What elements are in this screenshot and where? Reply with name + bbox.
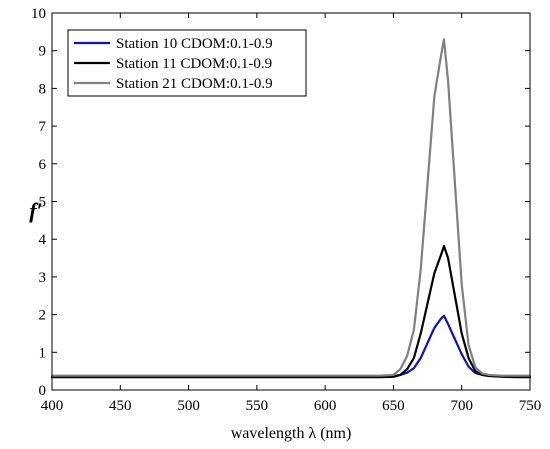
series-line-3 <box>50 38 532 377</box>
x-tick-label: 750 <box>519 398 542 414</box>
x-tick-label: 650 <box>382 398 405 414</box>
x-tick-label: 700 <box>450 398 473 414</box>
y-axis-label: f′ <box>29 198 43 223</box>
y-tick-label: 5 <box>39 195 47 211</box>
y-tick-label: 0 <box>39 383 47 399</box>
y-tick-label: 7 <box>39 119 47 135</box>
legend-label-2: Station 11 CDOM:0.1-0.9 <box>116 56 272 72</box>
y-tick-label: 8 <box>39 81 47 97</box>
y-tick-label: 3 <box>39 270 47 286</box>
y-tick-label: 1 <box>39 345 47 361</box>
x-tick-label: 550 <box>246 398 269 414</box>
x-tick-label: 600 <box>314 398 337 414</box>
legend-label-3: Station 21 CDOM:0.1-0.9 <box>116 76 273 92</box>
y-tick-label: 4 <box>39 232 47 248</box>
series-line-1 <box>50 314 532 378</box>
y-tick-label: 6 <box>39 157 47 173</box>
x-tick-label: 450 <box>109 398 132 414</box>
x-tick-label: 400 <box>41 398 64 414</box>
y-tick-label: 9 <box>39 44 47 60</box>
y-tick-label: 2 <box>39 308 47 324</box>
x-axis-label: wavelength λ (nm) <box>231 425 352 442</box>
x-tick-label: 500 <box>177 398 200 414</box>
series-line-2 <box>50 244 532 379</box>
legend-label-1: Station 10 CDOM:0.1-0.9 <box>116 36 273 52</box>
y-tick-label: 10 <box>31 6 46 22</box>
